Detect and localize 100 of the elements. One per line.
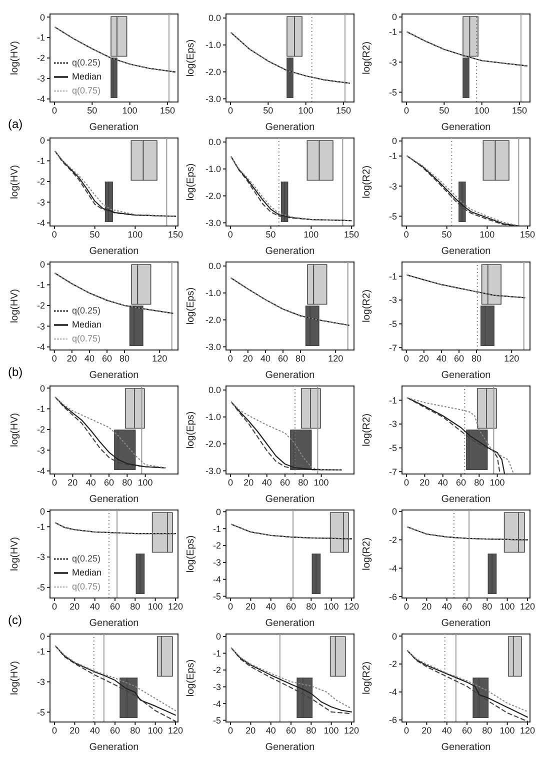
y-tick-label: -3: [212, 558, 221, 568]
y-tick-label: -2.0: [205, 191, 221, 202]
y-tick-label: 0.0: [208, 137, 221, 148]
x-tick-label: 0: [52, 601, 58, 612]
x-tick-label: 100: [474, 105, 490, 116]
x-tick-label: 100: [304, 229, 319, 240]
x-tick-label: 100: [324, 601, 339, 612]
y-tick-label: -1: [36, 156, 45, 166]
x-axis-title: Generation: [265, 494, 315, 505]
x-tick-label: 20: [246, 601, 256, 612]
y-axis-title: log(HV): [10, 41, 21, 75]
x-tick-label: 60: [454, 353, 464, 364]
x-tick-label: 120: [344, 601, 359, 612]
y-tick-label: -6: [388, 592, 397, 602]
x-axis-title: Generation: [265, 618, 315, 629]
x-tick-label: 20: [422, 601, 432, 612]
x-tick-label: 0: [52, 725, 58, 736]
y-tick-label: 0.0: [208, 13, 221, 24]
x-tick-label: 60: [456, 477, 466, 488]
y-tick-label: -1: [212, 648, 221, 658]
x-axis-title: Generation: [265, 122, 315, 133]
y-tick-label: -3: [388, 419, 397, 430]
x-tick-label: 0: [52, 477, 58, 488]
y-tick-label: -3: [36, 676, 45, 687]
x-tick-label: 80: [474, 477, 484, 488]
y-tick-label: 0.0: [208, 261, 221, 272]
y-axis-title: log(R2): [362, 290, 373, 322]
y-tick-label: -5: [388, 87, 397, 98]
x-tick-label: 40: [436, 353, 446, 364]
y-tick-label: -2: [36, 300, 45, 311]
y-tick-label: -3: [36, 552, 45, 562]
x-tick-label: 20: [66, 353, 77, 364]
legend-label: q(0.25): [72, 305, 101, 316]
x-axis-title: Generation: [265, 370, 315, 381]
x-tick-label: 20: [70, 725, 80, 736]
x-tick-label: 60: [110, 725, 120, 736]
y-tick-label: 0: [216, 632, 221, 642]
y-tick-label: -1: [388, 151, 397, 162]
y-axis-title: log(HV): [10, 165, 21, 199]
y-tick-label: -5: [212, 716, 221, 726]
y-tick-label: 0: [40, 135, 45, 146]
x-tick-label: 0: [52, 229, 57, 240]
x-axis-title: Generation: [441, 742, 491, 753]
x-tick-label: 120: [328, 353, 344, 364]
x-tick-label: 80: [120, 353, 130, 364]
x-tick-label: 120: [504, 353, 520, 364]
x-tick-label: 0: [228, 105, 234, 116]
x-tick-label: 120: [520, 725, 535, 736]
x-tick-label: 50: [266, 229, 276, 240]
x-tick-label: 150: [160, 105, 175, 116]
x-tick-label: 100: [324, 725, 339, 736]
x-tick-label: 120: [520, 601, 535, 612]
x-tick-label: 0: [52, 353, 57, 364]
x-tick-label: 80: [298, 477, 308, 488]
x-tick-label: 60: [286, 601, 296, 612]
y-tick-label: -2.0: [205, 67, 221, 78]
y-tick-label: 0: [40, 631, 45, 642]
y-axis-title: log(Eps): [186, 39, 197, 77]
x-tick-label: 150: [344, 229, 360, 240]
y-tick-label: -3.0: [205, 94, 221, 104]
y-tick-label: -3.0: [205, 466, 221, 476]
x-tick-label: 20: [246, 725, 256, 736]
y-tick-label: 0: [392, 136, 397, 146]
x-tick-label: 20: [422, 725, 432, 736]
legend-label: q(0.25): [72, 553, 101, 564]
y-axis-title: log(R2): [362, 42, 373, 74]
x-tick-label: 100: [148, 601, 163, 612]
x-axis-title: Generation: [89, 370, 139, 381]
y-axis-title: log(Eps): [186, 163, 197, 201]
x-tick-label: 80: [130, 601, 140, 612]
y-tick-label: -7: [388, 342, 397, 353]
y-axis-title: log(R2): [362, 414, 373, 446]
x-tick-label: 20: [244, 477, 254, 488]
x-axis-title: Generation: [265, 246, 315, 257]
x-tick-label: 60: [110, 601, 120, 612]
y-tick-label: 0: [392, 506, 397, 517]
y-tick-label: -5: [212, 592, 221, 602]
x-tick-label: 100: [122, 105, 138, 116]
x-tick-label: 20: [242, 353, 253, 364]
y-tick-label: -1: [36, 32, 45, 43]
legend-label: Median: [72, 71, 102, 82]
y-tick-label: -5: [36, 707, 45, 718]
y-tick-label: -1.0: [205, 40, 221, 50]
y-tick-label: -5: [388, 211, 397, 222]
x-tick-label: 120: [168, 601, 183, 612]
x-tick-label: 50: [263, 105, 274, 116]
y-tick-label: -2: [212, 540, 221, 551]
x-tick-label: 60: [278, 353, 288, 364]
y-tick-label: -4: [36, 466, 45, 476]
x-tick-label: 150: [168, 229, 184, 240]
text: (c): [8, 613, 22, 627]
x-tick-label: 0: [404, 353, 409, 364]
y-tick-label: -3: [388, 57, 397, 68]
y-tick-label: -4: [388, 563, 397, 574]
y-axis-title: log(HV): [10, 289, 21, 323]
legend-label: q(0.75): [72, 333, 101, 344]
y-tick-label: -3: [36, 197, 45, 208]
y-tick-label: -4: [212, 574, 221, 585]
x-tick-label: 0: [228, 353, 233, 364]
x-tick-label: 40: [266, 601, 276, 612]
